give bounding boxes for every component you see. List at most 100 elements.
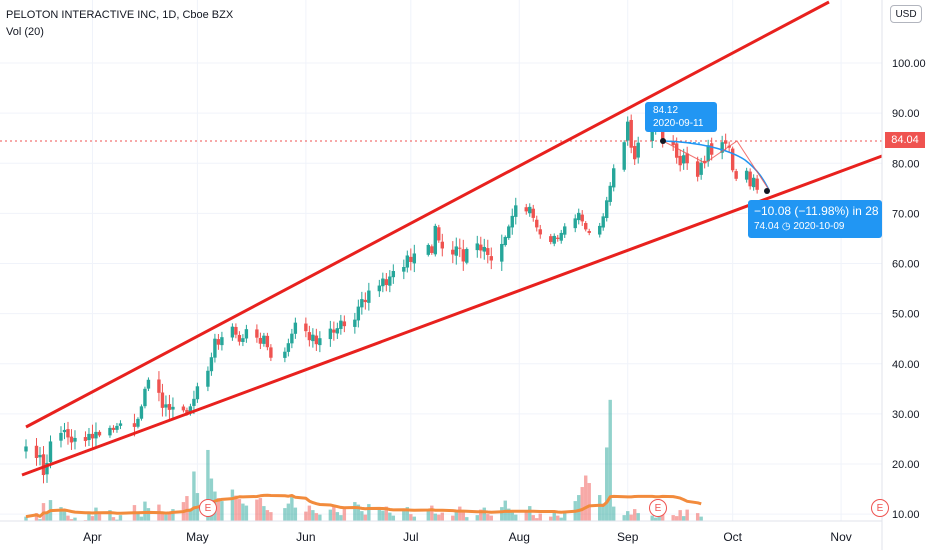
candle-body <box>695 161 700 177</box>
candle-body <box>262 335 266 344</box>
volume-bar <box>339 515 343 521</box>
time-tick-label: Jul <box>403 530 418 544</box>
volume-bar <box>24 516 28 521</box>
time-tick-label: Sep <box>617 530 639 544</box>
measure-change-text: −10.08 (−11.98%) in 28 <box>754 204 879 218</box>
volume-bar <box>206 449 210 521</box>
candle-body <box>160 392 165 408</box>
volume-bar <box>685 509 689 521</box>
price-tick-label: 70.00 <box>892 208 920 220</box>
volume-bar <box>38 519 42 521</box>
candle-body <box>237 334 242 342</box>
volume-bar <box>402 509 406 521</box>
candle-body <box>269 347 273 358</box>
candle-body <box>118 423 123 426</box>
volume-indicator-label: Vol (20) <box>6 26 44 38</box>
volume-bar <box>269 512 273 521</box>
volume-bar <box>265 510 270 521</box>
candle-body <box>185 410 189 414</box>
candle-body <box>681 155 686 164</box>
candle-body <box>507 226 511 239</box>
candle-body <box>244 329 249 339</box>
volume-bar <box>353 502 357 521</box>
volume-bar <box>367 504 371 521</box>
candle-body <box>90 433 95 439</box>
volume-bar <box>486 514 490 521</box>
volume-bar <box>262 506 266 521</box>
candle-body <box>500 243 504 262</box>
candle-body <box>587 231 591 233</box>
volume-bar <box>377 509 382 521</box>
candle-body <box>108 427 112 436</box>
price-tick-label: 20.00 <box>892 459 920 471</box>
volume-bar <box>577 495 581 521</box>
volume-bar <box>650 515 654 521</box>
price-tick-label: 30.00 <box>892 409 920 421</box>
volume-bar <box>167 511 172 521</box>
candle-body <box>531 208 535 218</box>
volume-bar <box>90 516 95 521</box>
volume-bar <box>510 511 514 521</box>
candle-body <box>622 142 626 170</box>
candle-body <box>552 235 556 244</box>
earnings-marker[interactable]: E <box>649 499 667 517</box>
candle-body <box>706 145 710 162</box>
volume-bar <box>612 506 616 521</box>
grid-lines <box>0 0 882 521</box>
candle-body <box>132 423 137 427</box>
price-axis-labels: 100.00 90.00 80.00 70.00 60.00 50.00 40.00 30.0… <box>892 58 926 521</box>
volume-bar <box>160 512 165 521</box>
candle-body <box>188 406 193 414</box>
candle-body <box>328 328 333 340</box>
candle-body <box>391 271 396 278</box>
candle-body <box>723 140 728 144</box>
volume-bar <box>437 514 441 521</box>
candle-body <box>377 285 382 292</box>
measure-end-tooltip: −10.08 (−11.98%) in 28 74.04 ◷ 2020-10-0… <box>748 200 882 238</box>
path-projection-curve <box>662 140 770 191</box>
candle-body <box>293 322 298 334</box>
candle-body <box>265 335 270 348</box>
candle-body <box>755 178 759 190</box>
time-tick-label: Jun <box>296 530 315 544</box>
volume-bar <box>489 515 493 521</box>
volume-bar <box>111 517 116 521</box>
volume-bar <box>465 517 469 521</box>
candle-body <box>678 155 682 166</box>
candle-body <box>216 339 221 345</box>
candle-body <box>258 337 263 344</box>
volume-bar <box>115 519 119 521</box>
volume-bar <box>220 501 224 521</box>
candle-body <box>709 143 714 155</box>
volume-bar <box>234 495 238 521</box>
candle-body <box>751 177 756 188</box>
candle-body <box>353 319 357 327</box>
candle-body <box>636 142 640 158</box>
volume-bar <box>535 518 539 521</box>
currency-button[interactable]: USD <box>890 5 922 23</box>
candle-body <box>230 326 235 338</box>
candle-body <box>24 446 28 452</box>
candle-body <box>482 246 486 252</box>
volume-bar <box>461 511 465 521</box>
price-tick-label: 50.00 <box>892 309 920 321</box>
volume-bar <box>695 513 700 521</box>
candle-body <box>48 441 53 463</box>
candle-body <box>356 306 361 321</box>
volume-bar <box>563 511 567 521</box>
candle-body <box>164 404 168 408</box>
measure-end-date: 2020-10-09 <box>793 221 845 232</box>
volume-moving-average-line <box>25 493 702 519</box>
earnings-marker[interactable]: E <box>871 499 889 517</box>
candle-body <box>563 226 567 235</box>
upper-trendline <box>25 0 830 429</box>
candle-body <box>535 219 539 228</box>
time-tick-label: Oct <box>723 530 742 544</box>
volume-bar <box>244 505 249 521</box>
volume-bar <box>598 495 602 521</box>
price-tick-label: 40.00 <box>892 359 920 371</box>
candle-body <box>339 320 343 329</box>
earnings-marker[interactable]: E <box>199 499 217 517</box>
candle-body <box>461 249 465 262</box>
